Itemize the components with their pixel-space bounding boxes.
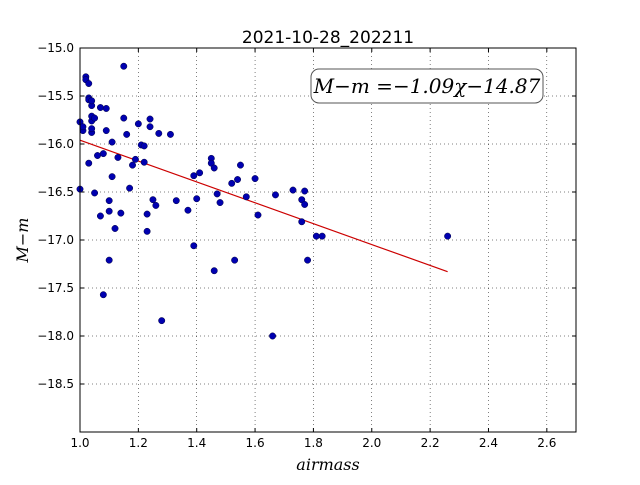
data-point xyxy=(312,232,320,240)
data-point xyxy=(166,130,174,138)
data-point xyxy=(152,201,160,209)
data-point xyxy=(96,104,104,111)
data-point xyxy=(111,225,119,232)
x-tick-label: 1.2 xyxy=(129,436,148,450)
data-point xyxy=(304,256,312,264)
data-point xyxy=(85,159,93,167)
data-point xyxy=(88,125,96,133)
data-point xyxy=(213,190,221,198)
data-point xyxy=(216,199,224,207)
y-tick-labels: −15.0 −15.5 −16.0 −16.5 −17.0 −17.5 −18.0 −18.5 xyxy=(37,41,74,391)
data-point xyxy=(79,123,87,131)
x-tick-label: 2.0 xyxy=(362,436,381,450)
data-point xyxy=(120,62,128,70)
data-point xyxy=(237,161,244,169)
x-tick-label: 1.0 xyxy=(70,436,89,450)
annotation-text: M−m =−1.09χ−14.87 xyxy=(313,74,541,98)
data-point xyxy=(318,232,326,240)
y-tick-label: −18.0 xyxy=(37,329,74,343)
y-tick-label: −18.5 xyxy=(37,377,74,391)
data-point xyxy=(108,173,116,181)
data-point xyxy=(146,123,154,131)
data-point xyxy=(105,256,113,264)
data-point xyxy=(184,206,192,214)
data-point xyxy=(158,317,166,325)
data-point xyxy=(114,153,122,161)
data-point xyxy=(190,172,198,180)
data-point xyxy=(149,196,157,204)
data-point xyxy=(190,242,198,250)
data-point xyxy=(444,232,452,240)
data-point xyxy=(129,161,136,169)
data-point xyxy=(155,129,163,137)
data-point xyxy=(102,105,110,112)
data-point xyxy=(134,120,142,128)
data-point xyxy=(298,218,306,226)
data-points xyxy=(76,62,452,340)
x-tick-labels: 1.0 1.2 1.4 1.6 1.8 2.0 2.2 2.4 2.6 xyxy=(70,436,556,450)
data-point xyxy=(105,197,113,205)
data-point xyxy=(172,197,180,205)
x-tick-label: 2.2 xyxy=(421,436,440,450)
x-tick-label: 1.8 xyxy=(304,436,323,450)
data-point xyxy=(242,193,250,201)
y-tick-label: −15.5 xyxy=(37,89,74,103)
data-point xyxy=(91,114,99,122)
data-point xyxy=(143,210,151,218)
data-point xyxy=(99,291,107,299)
equation-annotation: M−m =−1.09χ−14.87 xyxy=(310,68,544,104)
y-tick-label: −16.5 xyxy=(37,185,74,199)
x-tick-label: 2.4 xyxy=(479,436,498,450)
data-point xyxy=(231,256,239,264)
data-point xyxy=(105,207,113,215)
data-point xyxy=(88,97,96,105)
data-point xyxy=(301,187,309,195)
data-point xyxy=(102,127,110,135)
chart-title: 2021-10-28_202211 xyxy=(242,28,414,48)
data-point xyxy=(94,152,101,159)
data-point xyxy=(234,176,242,183)
data-point xyxy=(210,267,218,275)
data-point xyxy=(301,201,309,208)
data-point xyxy=(254,211,262,219)
data-point xyxy=(131,155,139,163)
data-point xyxy=(289,186,297,194)
annotation-box xyxy=(310,68,544,104)
data-point xyxy=(108,138,116,146)
data-point xyxy=(272,191,279,199)
x-tick-label: 2.6 xyxy=(537,436,556,450)
data-point xyxy=(99,150,107,158)
data-point xyxy=(91,189,99,197)
data-point xyxy=(193,195,201,203)
data-point xyxy=(140,158,148,166)
x-tick-label: 1.6 xyxy=(246,436,265,450)
data-point xyxy=(96,212,104,220)
data-point xyxy=(143,227,151,235)
data-point xyxy=(196,169,204,177)
data-point xyxy=(228,179,236,187)
y-tick-label: −17.5 xyxy=(37,281,74,295)
data-point xyxy=(269,332,277,340)
data-point xyxy=(140,142,148,150)
y-tick-label: −16.0 xyxy=(37,137,74,151)
x-axis-label: airmass xyxy=(296,455,359,474)
y-tick-label: −17.0 xyxy=(37,233,74,247)
data-point xyxy=(210,164,218,172)
y-axis-label: M−m xyxy=(13,218,32,264)
plot-frame xyxy=(79,47,577,433)
data-point xyxy=(117,209,125,217)
x-tick-label: 1.4 xyxy=(187,436,206,450)
data-point xyxy=(120,114,128,122)
data-point xyxy=(123,130,131,138)
data-point xyxy=(251,175,259,183)
y-tick-label: −15.0 xyxy=(37,41,74,55)
data-point xyxy=(85,80,93,87)
data-point xyxy=(146,115,154,123)
data-point xyxy=(126,184,134,192)
